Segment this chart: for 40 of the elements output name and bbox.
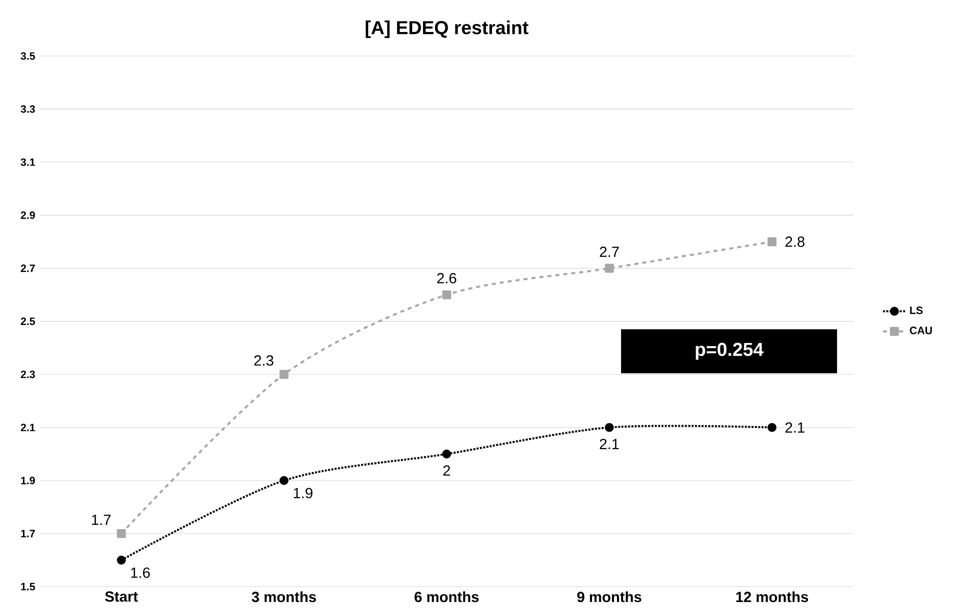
legend-label: CAU bbox=[910, 326, 932, 334]
y-tick-label: 3.1 bbox=[20, 158, 35, 166]
data-label: 1.7 bbox=[92, 514, 111, 525]
point bbox=[116, 529, 126, 538]
point bbox=[442, 290, 452, 300]
data-label: 2.7 bbox=[600, 246, 619, 257]
x-tick-label: 9 months bbox=[577, 591, 642, 602]
y-tick-label: 2.5 bbox=[20, 318, 35, 326]
annotation: p=0.254 bbox=[696, 342, 764, 360]
y-tick-label: 3.5 bbox=[20, 52, 35, 60]
x-tick-label: 12 months bbox=[736, 591, 808, 602]
point bbox=[768, 422, 776, 432]
x-tick-label: 3 months bbox=[252, 591, 316, 602]
y-tick-label: 2.1 bbox=[20, 424, 35, 432]
y-tick-label: 2.7 bbox=[20, 264, 35, 272]
point bbox=[442, 450, 452, 458]
point bbox=[280, 370, 288, 379]
y-tick-label: 2.3 bbox=[20, 370, 35, 378]
y-tick-label: 1.7 bbox=[21, 530, 35, 538]
x-tick-label: 6 months bbox=[414, 591, 479, 602]
y-tick-label: 3.3 bbox=[20, 105, 35, 113]
point bbox=[604, 422, 614, 432]
data-label: 2.1 bbox=[785, 422, 804, 433]
point bbox=[280, 476, 288, 485]
point bbox=[116, 556, 126, 565]
y-tick-label: 2.9 bbox=[20, 211, 35, 219]
data-label: 2.3 bbox=[254, 355, 274, 366]
point bbox=[604, 264, 614, 273]
y-tick-label: 1.5 bbox=[21, 582, 35, 590]
x-tick-label: Start bbox=[105, 591, 138, 602]
data-label: 1.6 bbox=[131, 568, 150, 578]
data-label: 1.9 bbox=[294, 488, 312, 498]
data-label: 2.6 bbox=[437, 273, 456, 284]
data-label: 2 bbox=[443, 465, 450, 476]
legend-label: LS bbox=[910, 306, 923, 314]
data-label: 2.8 bbox=[785, 236, 804, 247]
data-label: 2.1 bbox=[600, 438, 619, 450]
chart-title: [A] EDEQ restraint bbox=[366, 20, 528, 38]
point bbox=[768, 237, 776, 246]
y-tick-label: 1.9 bbox=[21, 476, 35, 484]
